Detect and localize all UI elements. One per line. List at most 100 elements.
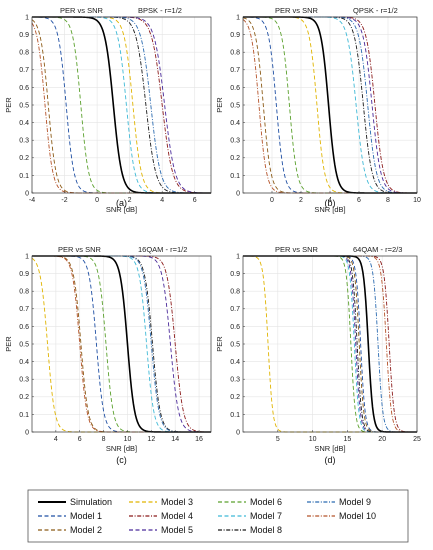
x-tick-label: 14 xyxy=(171,436,179,443)
y-tick-label: 0.2 xyxy=(19,394,29,401)
legend-item: Model 1 xyxy=(38,511,102,521)
legend-label: Model 5 xyxy=(161,525,193,535)
y-tick-label: 0.4 xyxy=(230,359,240,366)
chart-subtitle-mode: 64QAM - r=2/3 xyxy=(353,245,402,254)
y-tick-label: 0.6 xyxy=(230,85,240,92)
x-tick-label: 25 xyxy=(413,436,421,443)
x-tick-label: 8 xyxy=(102,436,106,443)
x-axis-label: SNR [dB] xyxy=(106,444,137,453)
chart-panel-c: 00.10.20.30.40.50.60.70.80.914 6 8 10 12 14 16… xyxy=(4,245,212,465)
x-tick-label: 20 xyxy=(378,436,386,443)
y-tick-label: 0.8 xyxy=(230,50,240,57)
x-axis-label: SNR [dB] xyxy=(106,205,137,214)
legend-item: Model 2 xyxy=(38,525,102,535)
y-tick-label: 0.3 xyxy=(230,138,240,145)
x-tick-label: 10 xyxy=(124,436,132,443)
legend-label: Model 4 xyxy=(161,511,193,521)
legend-label: Model 6 xyxy=(250,497,282,507)
y-tick-label: 0.4 xyxy=(19,120,29,127)
y-tick-label: 0.1 xyxy=(230,412,240,419)
y-tick-label: 1 xyxy=(25,14,29,21)
y-tick-label: 0.3 xyxy=(19,377,29,384)
chart-title: PER vs SNR xyxy=(275,6,319,15)
y-tick-label: 0.3 xyxy=(19,138,29,145)
y-axis-label: PER xyxy=(215,97,224,113)
chart-subtitle-mode: BPSK - r=1/2 xyxy=(138,6,182,15)
y-tick-labels: 0 0.1 0.2 0.3 0.4 0.5 0.6 0.7 0.8 0.9 1 xyxy=(230,14,245,197)
x-tick-label: 4 xyxy=(328,197,332,204)
y-axis-label: PER xyxy=(215,336,224,352)
legend-label: Model 3 xyxy=(161,497,193,507)
y-tick-label: 0.7 xyxy=(230,306,240,313)
y-tick-label: 0.8 xyxy=(19,289,29,296)
y-axis-label: PER xyxy=(4,97,13,113)
panel-caption: (c) xyxy=(116,455,127,465)
y-tick-label: 0.5 xyxy=(230,341,240,348)
series-line-model-9 xyxy=(243,255,417,433)
legend-label: Model 1 xyxy=(70,511,102,521)
series-line-model-6 xyxy=(243,16,417,194)
legend-label: Model 8 xyxy=(250,525,282,535)
panel-caption: (a) xyxy=(116,198,127,208)
chart-panel-b: 00.10.20.30.40.50.60.70.80.910 2 4 6 8 10PER … xyxy=(215,6,421,214)
x-tick-label: 2 xyxy=(299,197,303,204)
x-tick-label: -2 xyxy=(61,197,67,204)
y-tick-labels: 0 0.1 0.2 0.3 0.4 0.5 0.6 0.7 0.8 0.9 1 xyxy=(19,14,34,197)
y-tick-label: 0.1 xyxy=(19,173,29,180)
y-tick-label: 0.9 xyxy=(230,32,240,39)
legend-item: Model 9 xyxy=(307,497,371,507)
legend: Simulation Model 1 Model 2 Model 3 Model 4 Mo… xyxy=(27,489,409,543)
x-tick-label: 6 xyxy=(78,436,82,443)
chart-panel-a: 0 0.1 0.2 0.3 0.4 0.5 0.6 0.7 0.8 0.9 1 -4 -2 0 2 4 6 PER… xyxy=(4,6,212,214)
y-axis-label: PER xyxy=(4,336,13,352)
y-tick-label: 0.2 xyxy=(19,155,29,162)
y-tick-label: 0.9 xyxy=(19,32,29,39)
y-tick-label: 0.1 xyxy=(19,412,29,419)
y-tick-label: 0.1 xyxy=(230,173,240,180)
chart-subtitle-mode: QPSK - r=1/2 xyxy=(353,6,398,15)
y-tick-label: 0.2 xyxy=(230,394,240,401)
x-tick-label: 8 xyxy=(386,197,390,204)
chart-title: PER vs SNR xyxy=(58,245,102,254)
x-tick-label: 10 xyxy=(309,436,317,443)
legend-label: Model 7 xyxy=(250,511,282,521)
x-tick-label: 10 xyxy=(413,197,421,204)
panel-caption: (d) xyxy=(325,455,336,465)
legend-item: Model 4 xyxy=(129,511,193,521)
x-tick-labels: 4 6 8 10 12 14 16 xyxy=(54,430,203,443)
panel-caption: (b) xyxy=(325,198,336,208)
series-line-model-4 xyxy=(243,255,417,433)
legend-item: Model 7 xyxy=(218,511,282,521)
legend-label: Model 2 xyxy=(70,525,102,535)
x-tick-labels: 5 10 15 20 25 xyxy=(276,430,421,443)
series-line-model-2 xyxy=(242,17,417,194)
y-tick-labels: 0 0.1 0.2 0.3 0.4 0.5 0.6 0.7 0.8 0.9 1 xyxy=(230,253,245,436)
x-tick-label: 15 xyxy=(344,436,352,443)
x-tick-label: 16 xyxy=(195,436,203,443)
y-tick-label: 0.3 xyxy=(230,377,240,384)
y-tick-label: 0.5 xyxy=(230,102,240,109)
y-tick-label: 0.7 xyxy=(19,67,29,74)
y-tick-label: 0 xyxy=(236,429,240,436)
x-tick-label: 4 xyxy=(160,197,164,204)
legend-item: Model 5 xyxy=(129,525,193,535)
x-tick-label: 5 xyxy=(276,436,280,443)
x-axis-label: SNR [dB] xyxy=(314,444,345,453)
y-tick-label: 0 xyxy=(25,429,29,436)
x-tick-label: 6 xyxy=(193,197,197,204)
y-tick-label: 0.6 xyxy=(19,324,29,331)
y-tick-label: 1 xyxy=(236,253,240,260)
x-tick-label: 2 xyxy=(128,197,132,204)
y-tick-label: 0.7 xyxy=(19,306,29,313)
y-tick-label: 0.9 xyxy=(230,271,240,278)
y-tick-label: 0.9 xyxy=(19,271,29,278)
grid xyxy=(31,16,211,194)
legend-item: Model 6 xyxy=(218,497,282,507)
legend-item: Model 10 xyxy=(307,511,376,521)
legend-item: Simulation xyxy=(38,497,112,507)
x-axis-label: SNR [dB] xyxy=(314,205,345,214)
x-tick-label: 4 xyxy=(54,436,58,443)
legend-label: Model 9 xyxy=(339,497,371,507)
y-tick-label: 0 xyxy=(236,190,240,197)
legend-item: Model 8 xyxy=(218,525,282,535)
